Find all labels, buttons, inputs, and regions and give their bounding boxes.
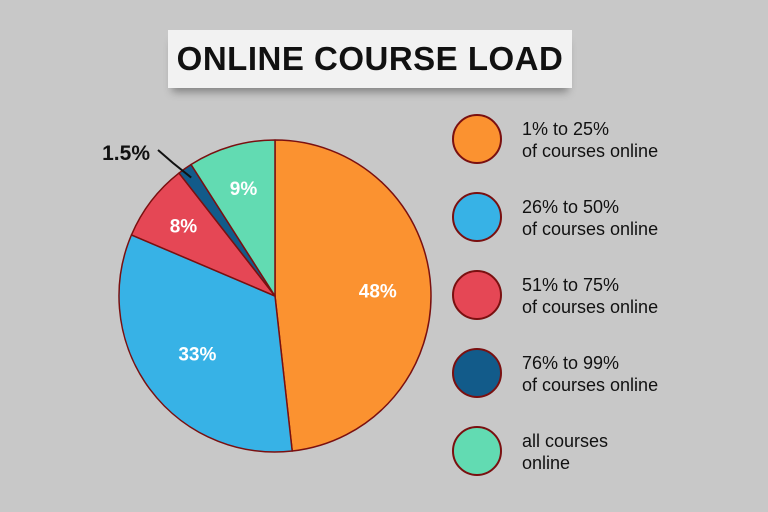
legend-label: all courses online [522, 431, 609, 473]
chart-title-box: ONLINE COURSE LOAD [168, 30, 572, 88]
slice-26-50 [118, 234, 293, 453]
legend-swatch [452, 270, 502, 320]
legend-label: 26% to 50% of courses online [522, 197, 659, 239]
legend-label: 51% to 75% of courses online [522, 275, 659, 317]
legend-item-1-25: 1% to 25% of courses online [452, 114, 752, 168]
pie-chart: 48% 33% 8% 1.5% 9% [102, 139, 432, 453]
slice-value-label: 33% [178, 345, 216, 366]
legend-swatch [452, 114, 502, 164]
slice-all [190, 139, 276, 297]
slice-value-label: 8% [170, 217, 198, 238]
slice-1-25 [274, 139, 432, 452]
legend-swatch [452, 192, 502, 242]
slice-value-label: 1.5% [102, 142, 150, 165]
slice-value-label: 9% [230, 179, 258, 200]
legend-item-all: all courses online [452, 426, 752, 480]
chart-title: ONLINE COURSE LOAD [176, 40, 564, 77]
legend-item-51-75: 51% to 75% of courses online [452, 270, 752, 324]
leader-line [157, 149, 192, 179]
legend-item-76-99: 76% to 99% of courses online [452, 348, 752, 402]
legend-item-26-50: 26% to 50% of courses online [452, 192, 752, 246]
slice-value-label: 48% [359, 281, 397, 302]
legend-label: 1% to 25% of courses online [522, 119, 659, 161]
legend-swatch [452, 348, 502, 398]
legend-swatch [452, 426, 502, 476]
legend-label: 76% to 99% of courses online [522, 353, 659, 395]
